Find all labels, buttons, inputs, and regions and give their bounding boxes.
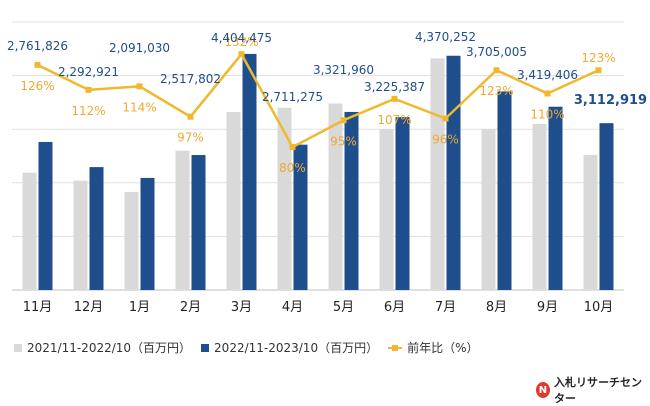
bar-2023 [140, 177, 155, 290]
yoy-marker [595, 67, 602, 74]
legend-item-yoy: 前年比（%） [388, 339, 479, 356]
x-tick-label: 10月 [584, 300, 614, 315]
bar-2022 [226, 112, 241, 290]
yoy-label: 110% [530, 107, 564, 121]
x-tick-label: 7月 [435, 300, 456, 315]
bar-2023 [548, 106, 563, 290]
legend-label-2022: 2021/11-2022/10（百万円） [27, 341, 192, 355]
legend: 2021/11-2022/10（百万円） 2022/11-2023/10（百万円… [14, 339, 489, 356]
yoy-label: 112% [71, 104, 105, 118]
bar-2022 [73, 180, 88, 290]
bar-2023 [89, 167, 104, 290]
bar-2022 [532, 123, 547, 290]
yoy-marker [187, 113, 194, 120]
yoy-label: 126% [20, 79, 54, 93]
bar-2023 [344, 111, 359, 290]
legend-swatch-2022 [14, 343, 22, 352]
bar-2022 [430, 58, 445, 291]
yoy-marker [340, 117, 347, 124]
yoy-label: 107% [377, 113, 411, 127]
legend-label-yoy: 前年比（%） [407, 341, 479, 355]
bar-2023 [293, 144, 308, 290]
bar-value-label: 4,404,475 [211, 31, 272, 45]
yoy-label: 97% [177, 131, 204, 145]
yoy-label: 95% [330, 134, 357, 148]
legend-swatch-2023 [201, 343, 210, 352]
bar-2023 [395, 117, 410, 290]
bar-2022 [124, 191, 139, 290]
yoy-label: 80% [279, 161, 306, 175]
legend-label-2023: 2022/11-2023/10（百万円） [214, 341, 379, 355]
x-tick-label: 3月 [231, 300, 252, 315]
yoy-marker [442, 115, 449, 122]
legend-item-2022: 2021/11-2022/10（百万円） [14, 339, 191, 356]
bar-value-label: 3,112,919 [574, 93, 647, 108]
yoy-marker [391, 95, 398, 102]
legend-item-2023: 2022/11-2023/10（百万円） [201, 339, 378, 356]
bar-value-label: 2,091,030 [109, 41, 170, 55]
bar-value-label: 2,761,826 [7, 39, 68, 53]
x-tick-label: 9月 [537, 300, 558, 315]
yoy-label: 123% [479, 84, 513, 98]
bar-value-label: 2,292,921 [58, 65, 119, 79]
bar-2023 [446, 55, 461, 291]
yoy-label: 114% [122, 100, 156, 114]
yoy-marker [493, 67, 500, 74]
bar-value-label: 2,517,802 [160, 72, 221, 86]
yoy-label: 123% [581, 51, 615, 65]
x-tick-label: 12月 [74, 300, 104, 315]
bar-2023 [599, 123, 614, 290]
yoy-marker [289, 144, 296, 151]
yoy-line [36, 51, 600, 149]
bar-value-label: 3,705,005 [466, 45, 527, 59]
brand-logo-icon: N [536, 382, 550, 398]
x-tick-label: 11月 [23, 300, 53, 315]
yoy-marker [544, 90, 551, 97]
legend-swatch-yoy [388, 344, 403, 351]
bar-value-label: 4,370,252 [415, 30, 476, 44]
x-tick-label: 6月 [384, 300, 405, 315]
bar-2022 [481, 129, 496, 290]
yoy-marker [34, 61, 41, 68]
brand-name: 入札リサーチセンター [553, 376, 642, 405]
bar-value-label: 3,419,406 [517, 68, 578, 82]
bar-2022 [328, 103, 343, 290]
x-tick-label: 8月 [486, 300, 507, 315]
bar-2022 [583, 154, 598, 290]
yoy-label: 96% [432, 132, 459, 146]
bar-value-label: 2,711,275 [262, 90, 323, 104]
yoy-marker [238, 51, 245, 58]
bar-2023 [191, 155, 206, 290]
bar-2022 [379, 129, 394, 290]
x-tick-label: 5月 [333, 300, 354, 315]
bar-2022 [277, 107, 292, 290]
yoy-marker [85, 86, 92, 93]
bar-2023 [497, 91, 512, 290]
yoy-marker [136, 83, 143, 90]
bar-2023 [242, 53, 257, 291]
x-tick-label: 2月 [180, 300, 201, 315]
bar-2023 [38, 141, 53, 290]
x-tick-label: 1月 [129, 300, 150, 315]
yoy-label: 132% [224, 35, 258, 49]
brand: N 入札リサーチセンター [536, 374, 650, 406]
bar-2022 [175, 150, 190, 290]
bar-value-label: 3,225,387 [364, 80, 425, 94]
bar-2022 [22, 172, 37, 290]
x-tick-label: 4月 [282, 300, 303, 315]
bar-value-label: 3,321,960 [313, 63, 374, 77]
